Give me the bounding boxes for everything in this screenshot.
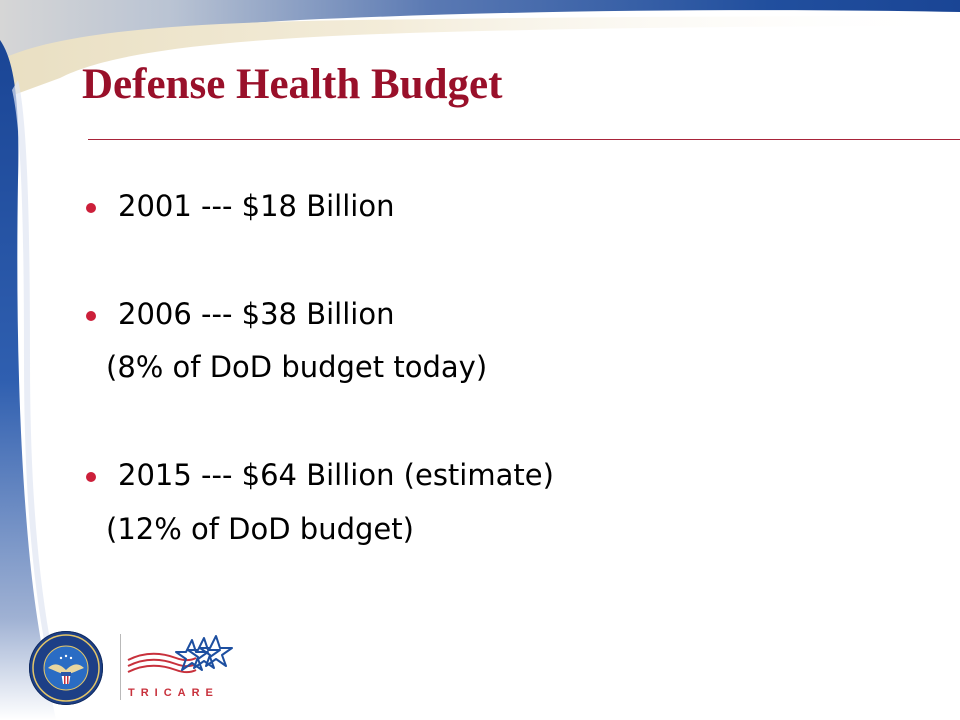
- bullet-text: 2001 --- $18 Billion: [118, 189, 395, 223]
- slide-title: Defense Health Budget: [82, 61, 503, 108]
- tricare-wordmark: TRICARE: [128, 687, 219, 699]
- footer-logos: TRICARE: [24, 628, 254, 710]
- dod-seal-logo: [29, 631, 103, 705]
- tricare-logo: TRICARE: [127, 635, 233, 699]
- bullet-note-text: (12% of DoD budget): [106, 512, 414, 546]
- bullet-dot: [86, 311, 96, 321]
- logo-divider: [120, 634, 121, 700]
- bullet-note-text: (8% of DoD budget today): [106, 350, 488, 384]
- bullet-dot: [86, 203, 96, 213]
- bullet-text: 2015 --- $64 Billion (estimate): [118, 458, 554, 492]
- bullet-text: 2006 --- $38 Billion: [118, 297, 395, 331]
- title-underline: [88, 139, 960, 140]
- bullet-dot: [86, 472, 96, 482]
